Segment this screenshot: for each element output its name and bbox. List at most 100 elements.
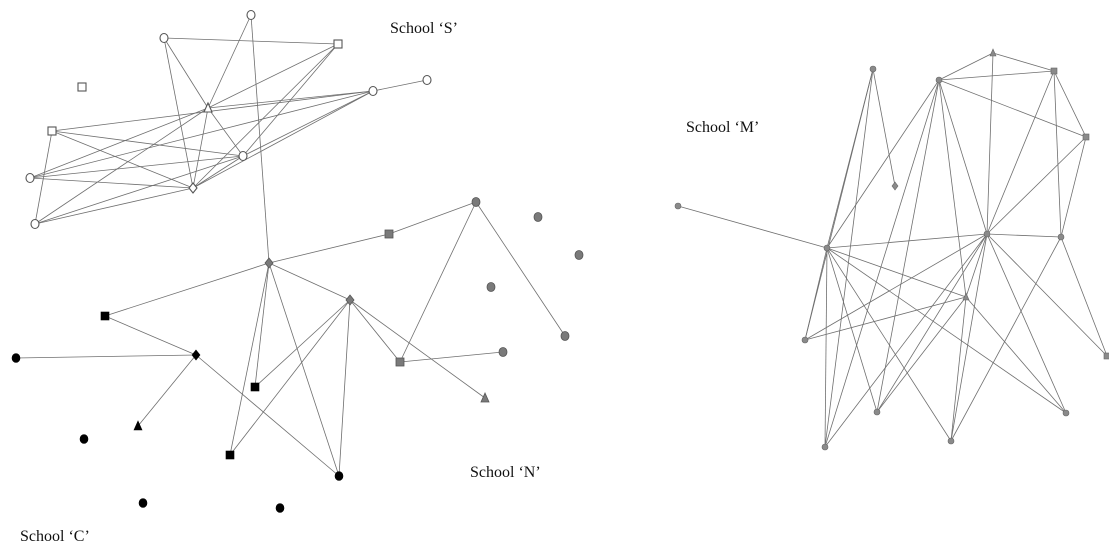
edge-s8-s12 [34,155,244,225]
node-m17-square [1103,352,1109,360]
node-n10-circle [574,250,584,260]
edge-s6-s7 [372,79,428,92]
node-n1-square [384,229,394,239]
node-n7-diamond [345,294,355,306]
node-c3-diamond [191,349,201,361]
edge-m1-m10 [872,68,896,187]
edge-m6-m7 [826,233,988,249]
edge-m2-m15 [824,79,940,448]
node-m11-circle [801,336,809,344]
edge-m7-m14 [950,233,988,442]
edge-m2-m6 [826,79,940,249]
edge-layer [15,14,1108,477]
node-s2-circle [246,9,256,21]
node-c1-square [100,311,110,321]
node-m12-triangle [962,292,970,301]
edge-m4-m8 [1053,70,1062,238]
edge-s8-s9 [51,130,244,157]
node-m15-circle [821,443,829,451]
school-c-label: School ‘C’ [20,528,90,545]
node-c9-circle [138,498,148,508]
edge-m8-m17 [1060,236,1108,357]
node-m3-triangle [989,48,997,57]
school-n-label: School ‘N’ [470,464,541,481]
node-n5-diamond [264,257,274,269]
edge-s7-s10 [29,90,374,179]
node-s12-circle [30,218,40,230]
edge-m6-m14 [826,247,952,442]
edge-s9-s11 [51,130,194,189]
edge-s2-n5 [250,14,270,264]
edge-m7-m17 [986,233,1108,357]
edge-n7-c4 [254,299,351,388]
node-s8-circle [238,150,248,162]
node-m10-diamond [891,181,899,191]
edge-m2-m5 [938,79,1087,138]
node-c10-circle [275,503,285,513]
edge-s11-s12 [34,187,194,225]
edge-s4-s8 [242,43,339,157]
edge-c3-c2 [15,354,197,359]
edge-n7-n11 [349,299,486,399]
edge-s2-s5 [207,14,252,109]
edge-s5-s12 [34,107,209,225]
edge-n5-c8 [268,262,340,477]
node-m5-square [1082,133,1090,141]
edge-n1-n2 [388,201,477,235]
node-m13-circle [873,408,881,416]
node-s7-circle [368,85,378,97]
node-m2-circle [935,76,943,84]
edge-s9-s12 [34,130,53,225]
edge-s4-s11 [192,43,339,189]
edge-m4-m7 [986,70,1055,235]
edge-m11-m12 [804,296,967,341]
node-s11-diamond [188,182,198,194]
edge-n7-c8 [338,299,351,477]
edge-m6-m11 [804,247,828,341]
node-n9-square [395,357,405,367]
edge-s8-s10 [29,155,244,179]
node-c7-square [225,450,235,460]
edge-m2-m3 [938,52,994,81]
node-s6-circle [422,74,432,86]
edge-c3-c8 [195,354,340,477]
edge-m3-m7 [986,52,994,235]
edge-m12-m14 [950,296,967,442]
node-n8-circle [486,282,496,292]
edge-c1-c3 [104,315,197,356]
edge-m7-m11 [804,233,988,341]
edge-n5-n1 [268,233,390,264]
edge-m6-m9 [677,205,828,249]
edge-s5-s10 [29,107,209,179]
edge-s10-s11 [29,177,194,189]
edge-m12-m13 [876,296,967,413]
node-s5-triangle [203,101,213,113]
edge-m1-m15 [824,68,874,448]
edge-m7-m16 [986,233,1067,414]
edge-m6-m15 [824,247,828,448]
node-c4-square [250,382,260,392]
node-n6-circle [498,347,508,357]
edge-m5-m8 [1060,136,1087,238]
node-m16-circle [1062,409,1070,417]
edge-n5-c4 [254,262,270,388]
node-s10-circle [25,172,35,184]
edge-m2-m12 [938,79,967,298]
edge-m6-m13 [826,247,878,413]
node-n4-circle [560,331,570,341]
edge-m7-m8 [986,233,1062,238]
edge-m6-m12 [826,247,967,298]
edge-n7-n5 [268,262,351,301]
node-s9-square [47,126,57,136]
node-n2-circle [471,197,481,207]
edge-s7-s8 [242,90,374,157]
edge-s5-s8 [207,107,244,157]
node-m6-circle [823,244,831,252]
edge-s1-s11 [163,37,194,189]
node-s3-square [77,82,87,92]
edge-m7-m15 [824,233,988,448]
node-m1-circle [869,65,877,73]
edge-n9-n6 [399,351,504,363]
edge-s1-s4 [163,37,339,45]
